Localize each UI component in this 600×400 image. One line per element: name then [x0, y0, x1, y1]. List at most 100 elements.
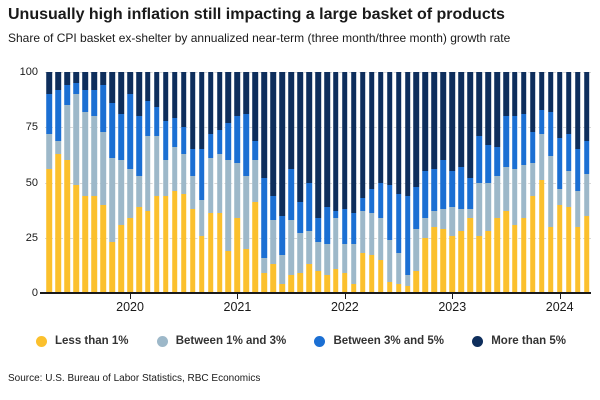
y-tick-label: 50 [25, 176, 38, 189]
bar-column [449, 72, 456, 293]
bar-segment [324, 275, 330, 293]
bar-segment [431, 169, 438, 212]
bar-segment [485, 231, 491, 293]
bar-segment [243, 175, 250, 249]
bar-column [368, 72, 375, 293]
bar-segment [234, 217, 241, 293]
bar-column [476, 72, 482, 293]
bar-segment [279, 284, 285, 293]
bar-segment [368, 213, 375, 256]
bar-segment [64, 160, 71, 293]
bar-segment [297, 273, 303, 293]
bar-segment [163, 120, 169, 161]
bar-segment [252, 140, 259, 161]
bar-segment [404, 195, 411, 276]
bar-segment [431, 226, 438, 293]
x-tick-label: 2020 [116, 300, 144, 314]
x-tick [559, 294, 561, 299]
bar-column [109, 72, 115, 293]
bar-segment [279, 215, 285, 256]
bar-column [458, 72, 464, 293]
bar-segment [288, 169, 294, 221]
bar-column [512, 72, 518, 293]
bar-segment [368, 189, 375, 214]
bar-segment [574, 191, 581, 227]
bar-segment [198, 235, 205, 293]
bar-segment [503, 72, 509, 117]
bar-segment [154, 195, 160, 293]
bar-segment [413, 228, 420, 271]
bar-column [55, 72, 62, 293]
legend-dot [314, 335, 326, 347]
legend-dot [36, 335, 47, 347]
bar-segment [359, 198, 366, 212]
bar-segment [243, 248, 250, 293]
bar-segment [198, 149, 205, 201]
bar-segment [180, 72, 187, 128]
bar-segment [64, 105, 71, 161]
legend: Less than 1% Between 1% and 3% Between 3% … [0, 335, 600, 347]
bar-segment [207, 72, 214, 134]
bar-segment [574, 149, 581, 192]
bar-segment [476, 235, 482, 293]
bar-segment [368, 255, 375, 293]
bar-segment [252, 160, 259, 203]
bar-column [503, 72, 509, 293]
bar-segment [404, 275, 411, 287]
bar-segment [270, 264, 277, 293]
bar-segment [136, 206, 142, 293]
bar-column [252, 72, 259, 293]
bar-column [377, 72, 384, 293]
bar-segment [377, 182, 384, 218]
x-tick-label: 2024 [545, 300, 574, 314]
y-tick-label: 25 [25, 231, 38, 244]
bar-segment [521, 114, 527, 165]
bar-segment [556, 72, 563, 139]
bar-segment [530, 72, 536, 132]
bar-segment [207, 213, 214, 293]
bar-segment [109, 158, 115, 243]
bar-segment [243, 72, 250, 115]
bar-segment [342, 244, 348, 274]
bar-segment [118, 114, 124, 161]
legend-label: Less than 1% [55, 335, 129, 347]
bar-segment [55, 140, 62, 154]
bar-segment [297, 202, 303, 234]
bar-segment [485, 182, 491, 232]
bar-segment [315, 217, 321, 243]
bar-segment [55, 72, 62, 90]
bar-column [574, 72, 581, 293]
bar-column [73, 72, 80, 293]
bar-segment [216, 213, 223, 293]
bar-segment [530, 162, 536, 196]
bar-segment [359, 211, 366, 254]
x-tick [344, 294, 346, 299]
bar-segment [145, 100, 151, 137]
bar-segment [189, 72, 196, 150]
bar-segment [512, 116, 518, 170]
bar-segment [154, 136, 160, 196]
bar-column [547, 72, 554, 293]
bar-segment [521, 72, 527, 115]
bar-segment [476, 136, 482, 183]
bar-segment [449, 235, 456, 293]
bar-segment [315, 72, 321, 218]
bar-segment [225, 160, 232, 252]
bar-segment [172, 147, 178, 192]
bar-segment [565, 171, 572, 207]
x-tick [130, 294, 132, 299]
bar-segment [386, 239, 393, 282]
x-tick [452, 294, 454, 299]
bar-segment [583, 140, 590, 174]
bar-segment [145, 136, 151, 212]
bar-segment [494, 217, 500, 293]
bar-segment [261, 257, 268, 274]
bar-segment [315, 270, 321, 293]
bar-segment [100, 204, 106, 293]
legend-label: Between 1% and 3% [175, 335, 287, 347]
bar-segment [440, 72, 447, 161]
bar-segment [565, 206, 572, 293]
bar-segment [395, 193, 402, 254]
bar-segment [494, 175, 500, 218]
bar-segment [46, 133, 53, 170]
